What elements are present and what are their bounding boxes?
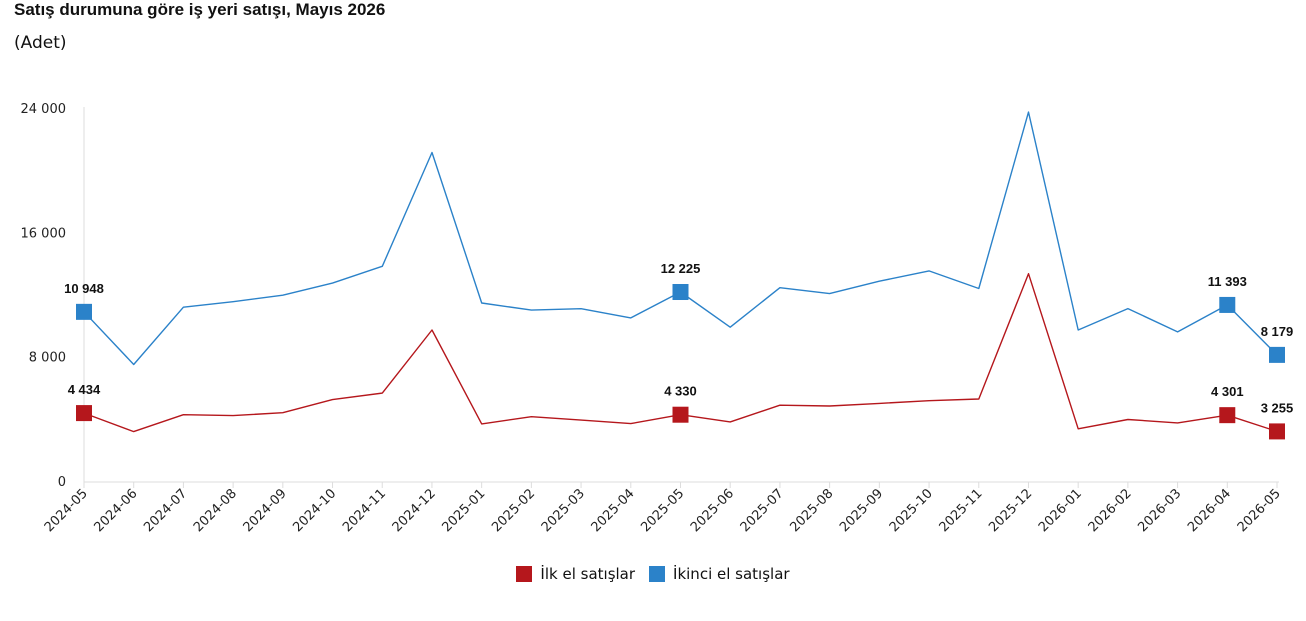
x-tick-label: 2026-04 <box>1185 486 1234 535</box>
data-point-marker-0 <box>672 406 689 423</box>
x-tick-label: 2024-09 <box>241 486 290 535</box>
x-tick-label: 2025-12 <box>986 486 1035 535</box>
data-label-0: 4 434 <box>68 382 101 397</box>
legend: İlk el satışlar İkinci el satışlar <box>0 565 1306 583</box>
x-tick-label: 2025-03 <box>539 486 588 535</box>
data-point-marker-0 <box>76 405 92 422</box>
data-label-1: 10 948 <box>64 281 104 296</box>
chart-title: Satış durumuna göre iş yeri satışı, Mayı… <box>14 0 386 19</box>
x-tick-label: 2024-08 <box>191 486 240 535</box>
x-tick-label: 2025-05 <box>638 486 687 535</box>
x-tick-label: 2026-02 <box>1086 486 1135 535</box>
x-tick-label: 2026-03 <box>1135 486 1184 535</box>
legend-item-ikinci-el[interactable]: İkinci el satışlar <box>649 565 790 583</box>
legend-label-ikinci-el: İkinci el satışlar <box>673 565 790 583</box>
x-tick-label: 2024-10 <box>290 486 339 535</box>
data-point-marker-1 <box>1269 346 1285 363</box>
y-tick-label: 16 000 <box>21 226 67 241</box>
x-tick-label: 2025-04 <box>589 486 638 535</box>
x-tick-label: 2024-05 <box>42 486 91 535</box>
x-tick-label: 2025-10 <box>887 486 936 535</box>
legend-swatch-ilk-el <box>516 566 533 582</box>
y-tick-label: 8 000 <box>29 351 66 366</box>
y-tick-label: 24 000 <box>21 102 67 117</box>
legend-label-ilk-el: İlk el satışlar <box>540 565 636 583</box>
data-label-0: 4 301 <box>1211 384 1244 399</box>
data-point-marker-1 <box>672 284 689 301</box>
data-label-1: 8 179 <box>1261 324 1294 339</box>
data-point-marker-0 <box>1269 423 1285 440</box>
legend-swatch-ikinci-el <box>649 566 666 582</box>
x-tick-label: 2025-07 <box>738 486 787 535</box>
legend-item-ilk-el[interactable]: İlk el satışlar <box>516 565 635 583</box>
data-label-0: 4 330 <box>664 384 697 399</box>
data-point-marker-1 <box>76 303 92 320</box>
x-tick-label: 2025-09 <box>837 486 886 535</box>
x-tick-label: 2024-11 <box>340 486 389 535</box>
y-tick-label: 0 <box>58 475 66 490</box>
x-tick-label: 2026-05 <box>1235 486 1284 535</box>
data-label-0: 3 255 <box>1261 400 1294 415</box>
data-point-marker-0 <box>1219 407 1236 424</box>
x-tick-label: 2025-02 <box>489 486 538 535</box>
data-label-1: 12 225 <box>661 261 701 276</box>
chart-subtitle: (Adet) <box>14 33 67 53</box>
x-tick-label: 2024-06 <box>92 486 141 535</box>
x-tick-label: 2025-01 <box>439 486 488 535</box>
series-line-1 <box>83 111 1278 366</box>
x-tick-label: 2024-07 <box>141 486 190 535</box>
data-point-marker-1 <box>1219 296 1236 313</box>
data-label-1: 11 393 <box>1208 274 1247 289</box>
x-tick-label: 2026-01 <box>1036 486 1085 535</box>
x-tick-label: 2025-08 <box>787 486 836 535</box>
x-tick-label: 2024-12 <box>390 486 439 535</box>
x-tick-label: 2025-06 <box>688 486 737 535</box>
x-tick-label: 2025-11 <box>937 486 986 535</box>
